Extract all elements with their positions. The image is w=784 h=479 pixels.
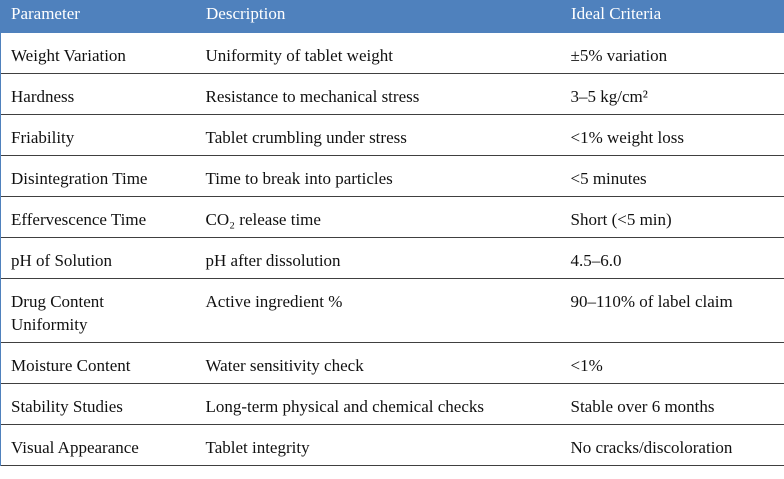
cell-text: Resistance to mechanical stress [205, 87, 420, 106]
table-cell: Drug Content Uniformity [0, 278, 196, 343]
cell-text: Stability Studies [11, 397, 123, 416]
cell-text: Effervescence Time [11, 210, 147, 229]
cell-text: No cracks/discoloration [570, 438, 733, 457]
table-row: Hardness Resistance to mechanical stress 3… [0, 73, 784, 115]
table-cell: 90–110% of label claim [560, 278, 784, 343]
cell-text: Time to break into particles [205, 169, 393, 188]
table-cell: 3–5 kg/cm² [560, 73, 784, 115]
table-cell: Time to break into particles [196, 156, 561, 197]
table-cell: Friability [0, 114, 196, 156]
table-cell: Effervescence Time [0, 196, 196, 238]
header-cell: Parameter [0, 0, 196, 33]
cell-text: ±5% variation [570, 46, 668, 65]
table-cell: 4.5–6.0 [560, 237, 784, 279]
cell-text: Tablet integrity [205, 438, 310, 457]
table-cell: ±5% variation [560, 32, 784, 74]
table-row: Visual Appearance Tablet integrity No crac… [0, 424, 784, 466]
cell-text: Long-term physical and chemical checks [205, 397, 485, 416]
table-cell: Water sensitivity check [196, 343, 561, 384]
table-cell: Resistance to mechanical stress [196, 74, 561, 115]
cell-text: 90–110% of label claim [570, 292, 733, 311]
cell-text: Disintegration Time [11, 169, 148, 188]
table-row: pH of Solution pH after dissolution 4.5–6.… [0, 237, 784, 279]
cell-text: <1% weight loss [570, 128, 684, 147]
table-cell: <5 minutes [560, 155, 784, 197]
cell-text: Moisture Content [11, 356, 131, 375]
table-row: Weight Variation Uniformity of tablet wei… [0, 32, 784, 74]
cell-text: Hardness [11, 87, 75, 106]
table-body: Weight Variation Uniformity of tablet wei… [0, 32, 784, 466]
table-cell: No cracks/discoloration [560, 424, 784, 466]
cell-text: 3–5 kg/cm² [570, 87, 648, 106]
table-cell: Short (<5 min) [560, 196, 784, 238]
cell-text: pH after dissolution [205, 251, 341, 270]
cell-text: CO₂ release time [205, 210, 321, 229]
header-cell: Description [195, 0, 561, 33]
criteria-table: Parameter Description Ideal Criteria Weigh… [0, 0, 784, 466]
table-cell: <1% [560, 342, 784, 384]
cell-text: Friability [11, 128, 75, 147]
cell-text: Uniformity of tablet weight [205, 46, 393, 65]
table-cell: Stability Studies [0, 383, 196, 425]
cell-text: Active ingredient % [205, 292, 343, 311]
cell-text: 4.5–6.0 [570, 251, 622, 270]
table-cell: Active ingredient % [196, 279, 561, 343]
cell-text: <5 minutes [570, 169, 647, 188]
table-row: Moisture Content Water sensitivity check <… [0, 342, 784, 384]
cell-text: Weight Variation [11, 46, 126, 65]
cell-text: <1% [570, 356, 603, 375]
table-cell: Weight Variation [0, 32, 196, 74]
table-cell: Tablet crumbling under stress [196, 115, 561, 156]
table-cell: Uniformity of tablet weight [196, 33, 561, 74]
header-row: Parameter Description Ideal Criteria [0, 0, 784, 33]
table-row: Friability Tablet crumbling under stress <… [0, 114, 784, 156]
table-cell: CO₂ release time [196, 197, 561, 238]
table-cell: Moisture Content [0, 342, 196, 384]
table-cell: pH after dissolution [196, 238, 561, 279]
table-cell: Stable over 6 months [560, 383, 784, 425]
cell-text: pH of Solution [11, 251, 113, 270]
table-cell: Hardness [0, 73, 196, 115]
table-cell: <1% weight loss [560, 114, 784, 156]
cell-text: Short (<5 min) [570, 210, 672, 229]
table-row: Effervescence Time CO₂ release time Short … [0, 196, 784, 238]
table-cell: Tablet integrity [196, 425, 561, 466]
table-row: Stability Studies Long-term physical and … [0, 383, 784, 425]
table-cell: Disintegration Time [0, 155, 196, 197]
table-row: Disintegration Time Time to break into pa… [0, 155, 784, 197]
cell-text: Tablet crumbling under stress [205, 128, 407, 147]
cell-text: Drug Content Uniformity [11, 292, 105, 334]
table-cell: Visual Appearance [0, 424, 196, 466]
cell-text: Stable over 6 months [570, 397, 715, 416]
table-cell: pH of Solution [0, 237, 196, 279]
table-header: Parameter Description Ideal Criteria [0, 0, 784, 33]
table-row: Drug Content Uniformity Active ingredient… [0, 278, 784, 343]
cell-text: Visual Appearance [11, 438, 139, 457]
table-cell: Long-term physical and chemical checks [196, 384, 561, 425]
header-cell: Ideal Criteria [560, 0, 784, 33]
cell-text: Water sensitivity check [205, 356, 364, 375]
